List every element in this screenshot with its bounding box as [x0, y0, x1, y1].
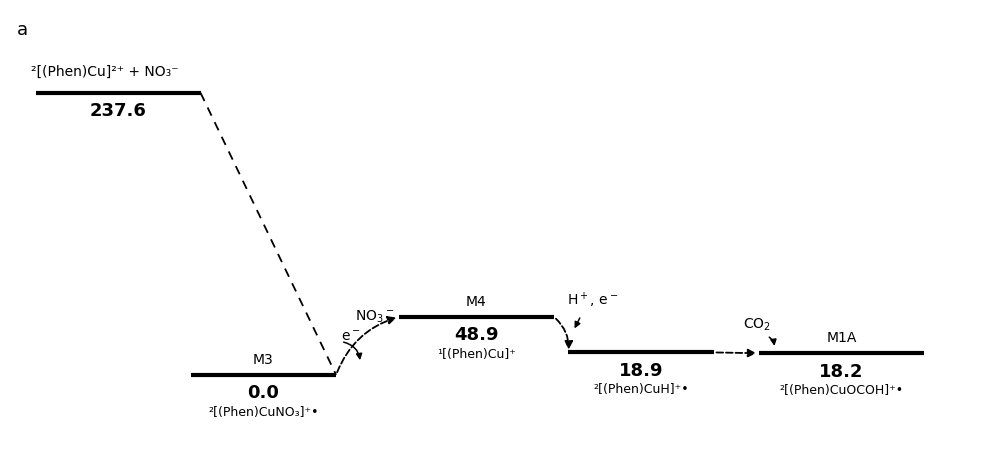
Text: 18.9: 18.9 — [619, 362, 663, 380]
Text: ²[(Phen)CuOCOH]⁺•: ²[(Phen)CuOCOH]⁺• — [780, 384, 903, 397]
Text: e$^-$: e$^-$ — [341, 330, 360, 344]
Text: ¹[(Phen)Cu]⁺: ¹[(Phen)Cu]⁺ — [437, 347, 516, 361]
Text: NO$_3$$^-$: NO$_3$$^-$ — [355, 308, 395, 325]
Text: 237.6: 237.6 — [89, 102, 146, 120]
Text: M1A: M1A — [826, 331, 856, 345]
Text: 18.2: 18.2 — [819, 363, 864, 381]
Text: M4: M4 — [466, 294, 487, 308]
Text: ²[(Phen)CuNO₃]⁺•: ²[(Phen)CuNO₃]⁺• — [208, 406, 319, 419]
Text: CO$_2$: CO$_2$ — [743, 317, 771, 333]
Text: 48.9: 48.9 — [455, 326, 499, 344]
Text: H$^+$, e$^-$: H$^+$, e$^-$ — [567, 290, 619, 309]
Text: 0.0: 0.0 — [247, 384, 280, 402]
Text: M3: M3 — [253, 352, 274, 366]
Text: ²[(Phen)CuH]⁺•: ²[(Phen)CuH]⁺• — [593, 383, 688, 396]
Text: ²[(Phen)Cu]²⁺ + NO₃⁻: ²[(Phen)Cu]²⁺ + NO₃⁻ — [31, 65, 179, 79]
Text: a: a — [17, 21, 27, 39]
